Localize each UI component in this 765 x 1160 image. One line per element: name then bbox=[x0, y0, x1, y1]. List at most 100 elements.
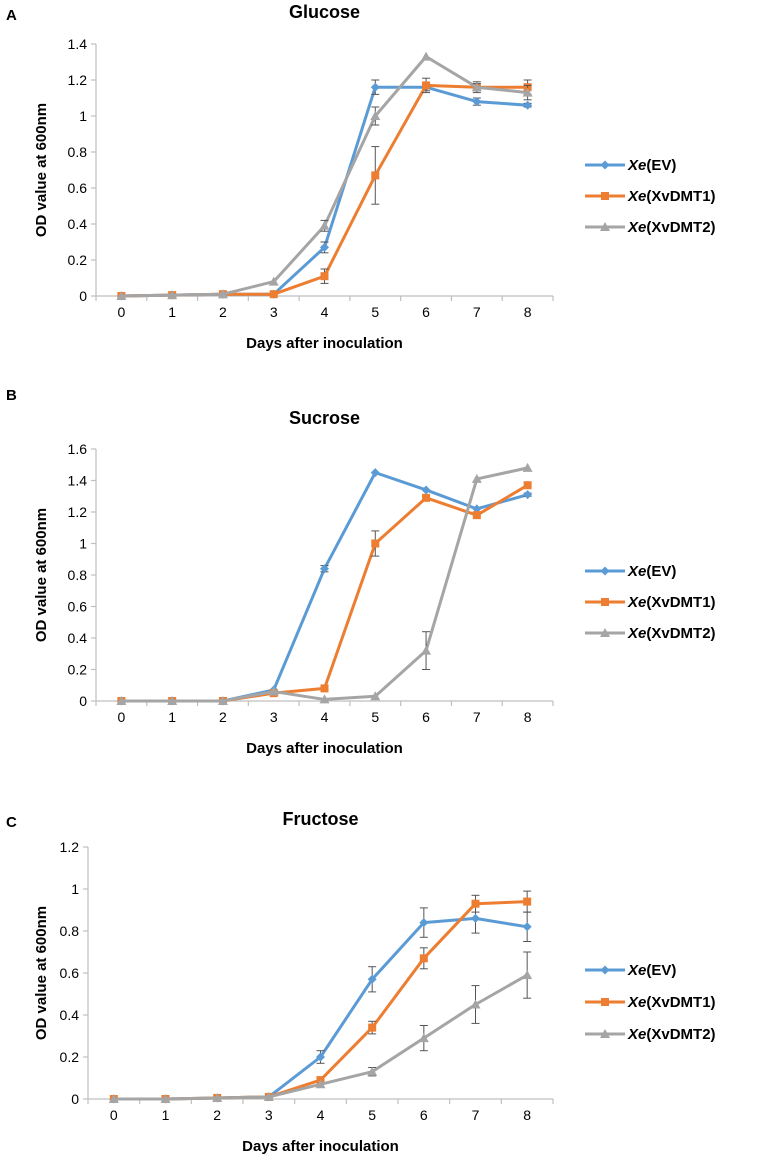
legend-label-italic: Xe bbox=[627, 594, 646, 611]
x-tick-label: 4 bbox=[321, 304, 329, 320]
data-point bbox=[217, 289, 228, 299]
x-tick-label: 8 bbox=[524, 709, 532, 725]
legend-item-b-2: Xe(XvDMT1) bbox=[585, 594, 716, 611]
x-tick-label: 5 bbox=[371, 304, 379, 320]
data-point bbox=[316, 1052, 325, 1062]
data-point bbox=[421, 645, 432, 655]
data-point bbox=[422, 493, 431, 502]
data-point bbox=[320, 242, 329, 252]
data-point bbox=[367, 1066, 378, 1076]
legend-marker bbox=[600, 628, 610, 637]
data-point bbox=[268, 686, 279, 696]
x-tick-label: 1 bbox=[168, 304, 176, 320]
legend-label-italic: Xe bbox=[627, 625, 646, 642]
y-tick-label: 1.6 bbox=[68, 441, 88, 457]
legend-item-a-3: Xe(XvDMT2) bbox=[585, 219, 716, 236]
legend-label: Xe(XvDMT2) bbox=[627, 1026, 716, 1043]
legend-label-italic: Xe bbox=[627, 962, 646, 979]
x-tick-label: 3 bbox=[270, 709, 278, 725]
y-tick-label: 0 bbox=[79, 693, 87, 709]
data-point bbox=[522, 922, 532, 932]
chart-panel-a: A Glucose 0 0.2 0.4 0.6 0.8 1 1.2 1.4 0 1 2 3 4 5 6 7 8 Da… bbox=[6, 2, 716, 352]
series-c-2 bbox=[109, 890, 532, 1103]
x-tick-label: 6 bbox=[420, 1107, 428, 1123]
legend-label: Xe(EV) bbox=[627, 157, 676, 174]
x-tick-label: 1 bbox=[168, 709, 176, 725]
x-axis-title-a: Days after inoculation bbox=[246, 335, 403, 352]
legend-marker bbox=[601, 192, 609, 200]
data-point bbox=[320, 272, 329, 281]
legend-label: Xe(XvDMT1) bbox=[627, 188, 716, 205]
y-tick-label: 1.4 bbox=[68, 473, 88, 489]
panel-label-c: C bbox=[6, 814, 17, 831]
series-line bbox=[121, 85, 528, 298]
y-axis-title-c: OD value at 600nm bbox=[33, 906, 50, 1040]
legend-label-rest: (XvDMT1) bbox=[646, 994, 715, 1011]
data-point bbox=[470, 999, 481, 1009]
chart-title-c: Fructose bbox=[282, 809, 358, 829]
series-line bbox=[121, 83, 528, 298]
series-a-1 bbox=[116, 79, 533, 301]
data-point bbox=[418, 1033, 429, 1043]
data-point bbox=[320, 684, 329, 693]
legend-label-rest: (EV) bbox=[646, 563, 676, 580]
x-tick-label: 7 bbox=[473, 304, 481, 320]
legend-label-italic: Xe bbox=[627, 563, 646, 580]
legend-label-rest: (EV) bbox=[646, 157, 676, 174]
data-point bbox=[167, 290, 178, 300]
legend-item-a-2: Xe(XvDMT1) bbox=[585, 188, 716, 205]
x-tick-label: 6 bbox=[422, 709, 430, 725]
x-tick-label: 2 bbox=[213, 1107, 221, 1123]
y-tick-label: 0 bbox=[79, 288, 87, 304]
data-point bbox=[522, 87, 533, 97]
series-c-3 bbox=[108, 951, 533, 1103]
legend-label-italic: Xe bbox=[627, 994, 646, 1011]
y-tick-label: 0.4 bbox=[68, 216, 88, 232]
data-point bbox=[419, 954, 428, 963]
data-point bbox=[472, 511, 481, 520]
x-tick-label: 3 bbox=[265, 1107, 273, 1123]
legend-label: Xe(XvDMT1) bbox=[627, 994, 716, 1011]
chart-title-a: Glucose bbox=[289, 2, 360, 22]
data-point bbox=[523, 100, 533, 110]
legend-label: Xe(XvDMT2) bbox=[627, 625, 716, 642]
chart-panel-b: B Sucrose 0 0.2 0.4 0.6 0.8 1 1.2 1.4 1.6 0 1 2 3 4 5 6 7… bbox=[6, 387, 716, 757]
x-tick-label: 2 bbox=[219, 304, 227, 320]
x-tick-label: 8 bbox=[524, 304, 532, 320]
legend-item-b-3: Xe(XvDMT2) bbox=[585, 625, 716, 642]
data-point bbox=[370, 111, 381, 120]
y-tick-label: 0.6 bbox=[68, 180, 88, 196]
data-point bbox=[472, 504, 482, 514]
y-tick-label: 0.4 bbox=[68, 630, 88, 646]
x-tick-label: 0 bbox=[117, 304, 125, 320]
x-tick-label: 4 bbox=[321, 709, 329, 725]
x-tick-label: 7 bbox=[472, 1107, 480, 1123]
x-tick-label: 1 bbox=[162, 1107, 170, 1123]
legend-item-b-1: Xe(EV) bbox=[585, 563, 676, 580]
data-point bbox=[315, 1079, 326, 1089]
data-point bbox=[421, 51, 432, 61]
x-tick-label: 0 bbox=[117, 709, 125, 725]
y-tick-label: 1 bbox=[79, 536, 87, 552]
y-tick-label: 1.4 bbox=[68, 36, 88, 52]
data-point bbox=[523, 897, 532, 906]
y-tick-label: 0.8 bbox=[60, 923, 80, 939]
y-axis-title-b: OD value at 600nm bbox=[33, 508, 50, 642]
chart-title-b: Sucrose bbox=[289, 408, 360, 428]
data-point bbox=[116, 696, 127, 705]
y-axis-title-a: OD value at 600nm bbox=[33, 103, 50, 237]
y-tick-label: 1.2 bbox=[68, 72, 88, 88]
y-tick-label: 0.2 bbox=[68, 662, 88, 678]
x-tick-label: 0 bbox=[110, 1107, 118, 1123]
legend-item-c-3: Xe(XvDMT2) bbox=[585, 1026, 716, 1043]
data-point bbox=[472, 97, 482, 107]
legend-item-c-1: Xe(EV) bbox=[585, 962, 676, 979]
legend-label-italic: Xe bbox=[627, 157, 646, 174]
y-tick-label: 0.2 bbox=[60, 1049, 80, 1065]
x-tick-label: 6 bbox=[422, 304, 430, 320]
series-b-3 bbox=[116, 462, 533, 705]
x-tick-label: 8 bbox=[523, 1107, 531, 1123]
x-tick-label: 3 bbox=[270, 304, 278, 320]
data-point bbox=[471, 899, 480, 908]
